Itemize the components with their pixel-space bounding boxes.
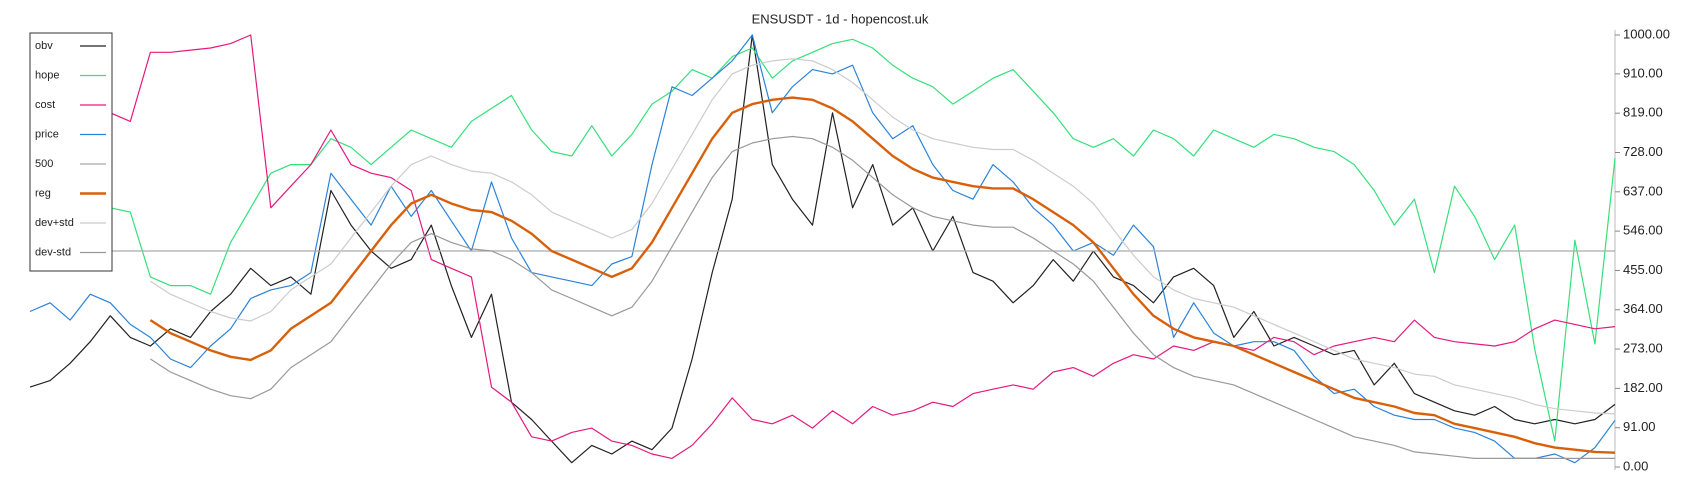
series-line <box>149 96 1616 454</box>
y-tick-label: 455.00 <box>1623 262 1663 277</box>
series-line <box>110 34 1616 459</box>
series-line <box>29 34 1616 464</box>
series-line <box>150 58 1616 415</box>
legend-label: dev-std <box>35 246 71 258</box>
y-tick-label: 728.00 <box>1623 144 1663 159</box>
y-tick-label: 273.00 <box>1623 341 1663 356</box>
y-tick-label: 364.00 <box>1623 301 1663 316</box>
legend-label: cost <box>35 99 55 111</box>
legend: obv hope cost price 500 reg dev+std dev-std <box>29 32 113 272</box>
series-line <box>150 135 1615 459</box>
y-tick-label: 91.00 <box>1623 419 1656 434</box>
legend-label: price <box>35 128 59 140</box>
y-tick-label: 637.00 <box>1623 183 1663 198</box>
y-tick-label: 182.00 <box>1623 380 1663 395</box>
chart-title: ENSUSDT - 1d - hopencost.uk <box>752 11 929 26</box>
series-line <box>29 34 1616 464</box>
legend-label: reg <box>35 187 51 199</box>
legend-label: obv <box>35 40 53 52</box>
y-tick-label: 0.00 <box>1623 458 1648 473</box>
legend-label: dev+std <box>35 217 74 229</box>
series-line <box>110 38 1616 442</box>
y-tick-label: 1000.00 <box>1623 26 1670 41</box>
y-tick-label: 819.00 <box>1623 105 1663 120</box>
legend-label: 500 <box>35 158 53 170</box>
legend-box <box>29 32 113 272</box>
y-tick-label: 910.00 <box>1623 65 1663 80</box>
y-tick-label: 546.00 <box>1623 223 1663 238</box>
legend-label: hope <box>35 69 59 81</box>
